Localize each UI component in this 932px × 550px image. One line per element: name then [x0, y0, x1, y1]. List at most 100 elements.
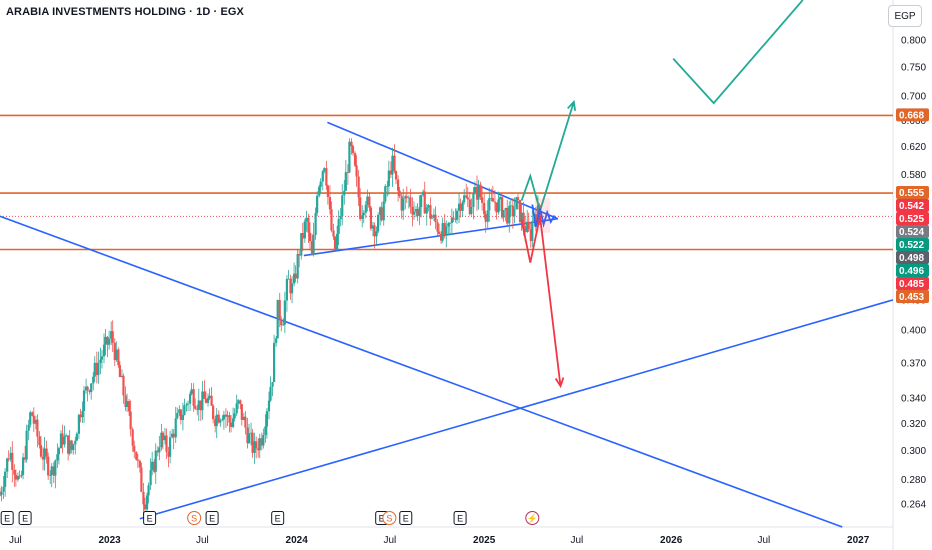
candle-body [387, 170, 390, 187]
candle-body [531, 221, 534, 241]
event-label: E [403, 514, 409, 524]
candle-body [196, 408, 199, 410]
event-marker [525, 511, 540, 525]
x-tick-label: 2025 [473, 535, 496, 546]
event-marker [205, 511, 219, 525]
y-tick-label: 0.750 [901, 62, 926, 73]
price-badge [896, 199, 929, 213]
candle-body [265, 411, 269, 427]
candle-body [339, 216, 342, 220]
candle-body [174, 418, 177, 438]
candle-body [316, 195, 319, 213]
y-tick-label: 0.320 [901, 419, 926, 430]
candle-body [283, 300, 286, 325]
candle-body [407, 197, 410, 199]
candle-body [416, 209, 419, 216]
candle-body [118, 365, 121, 378]
candle-body [357, 176, 360, 198]
candle-body [228, 415, 231, 423]
candle-body [454, 219, 457, 221]
candle-body [314, 212, 317, 235]
candle-body [138, 460, 141, 468]
candle-body [120, 375, 124, 378]
candle-body [215, 414, 218, 427]
candle-body [249, 432, 253, 434]
candle-body [163, 435, 167, 441]
candle-body [214, 419, 217, 427]
candle-body [409, 197, 412, 207]
candle-body [382, 201, 385, 221]
candle-body [117, 349, 120, 366]
candle-body [113, 342, 116, 361]
price-badge [896, 212, 929, 226]
candle-body [393, 155, 396, 171]
currency-selector[interactable]: EGP [888, 5, 922, 27]
candle-body [448, 223, 451, 224]
candle-body [361, 215, 364, 219]
event-label: E [457, 514, 463, 524]
candle-body [81, 411, 84, 418]
candle-body [441, 223, 444, 241]
y-tick-label: 0.370 [901, 358, 926, 369]
bear-arrowhead [554, 377, 565, 389]
candle-body [183, 405, 186, 415]
candle-body [434, 214, 437, 223]
candle-body [379, 207, 382, 215]
candle-body [74, 440, 77, 445]
candle-body [436, 222, 439, 232]
price-badge-label: 0.555 [899, 188, 924, 199]
candle-body [115, 349, 118, 361]
candle-body [179, 409, 182, 420]
candle-body [38, 436, 41, 446]
candle-body [244, 416, 247, 428]
price-badge [896, 108, 929, 122]
bull-projection [520, 101, 575, 214]
candle-body [455, 210, 459, 220]
event-label: E [147, 514, 153, 524]
candle-body [145, 495, 149, 510]
candle-body [239, 400, 242, 405]
event-marker [0, 511, 14, 525]
candle-body [142, 491, 145, 505]
candle-body [153, 461, 156, 472]
candle-body [332, 230, 335, 237]
candle-body [515, 197, 518, 210]
candle-body [2, 486, 5, 492]
candle-body [368, 196, 371, 208]
event-label: S [386, 514, 392, 524]
event-marker [18, 511, 32, 525]
candle-body [479, 184, 482, 198]
candle-body [160, 432, 163, 448]
candle-body [278, 299, 281, 320]
candle-body [504, 207, 507, 211]
candle-body [93, 362, 96, 377]
candle-body [72, 444, 75, 451]
candle-body [106, 336, 109, 345]
candle-body [16, 475, 20, 480]
candle-body [355, 165, 358, 177]
x-tick-label: Jul [570, 535, 583, 546]
candle-body [190, 389, 193, 395]
price-badge [896, 277, 929, 291]
candle-body [452, 217, 455, 220]
candle-body [292, 273, 296, 284]
candle-body [377, 214, 380, 232]
price-badge [896, 264, 929, 278]
candle-body [404, 196, 407, 199]
candle-body [420, 194, 423, 208]
candle-body [242, 416, 245, 420]
y-tick-label: 0.264 [901, 500, 926, 511]
candle-body [344, 172, 347, 191]
candle-body [57, 448, 61, 455]
candle-body [41, 456, 45, 460]
candle-body [298, 254, 301, 256]
candle-body [11, 452, 14, 470]
candle-body [102, 344, 106, 357]
candle-body [490, 198, 493, 199]
candle-body [301, 233, 304, 239]
candle-body [47, 456, 50, 476]
candle-body [25, 430, 28, 460]
y-tick-label: 0.700 [901, 91, 926, 102]
candle-body [168, 437, 172, 457]
